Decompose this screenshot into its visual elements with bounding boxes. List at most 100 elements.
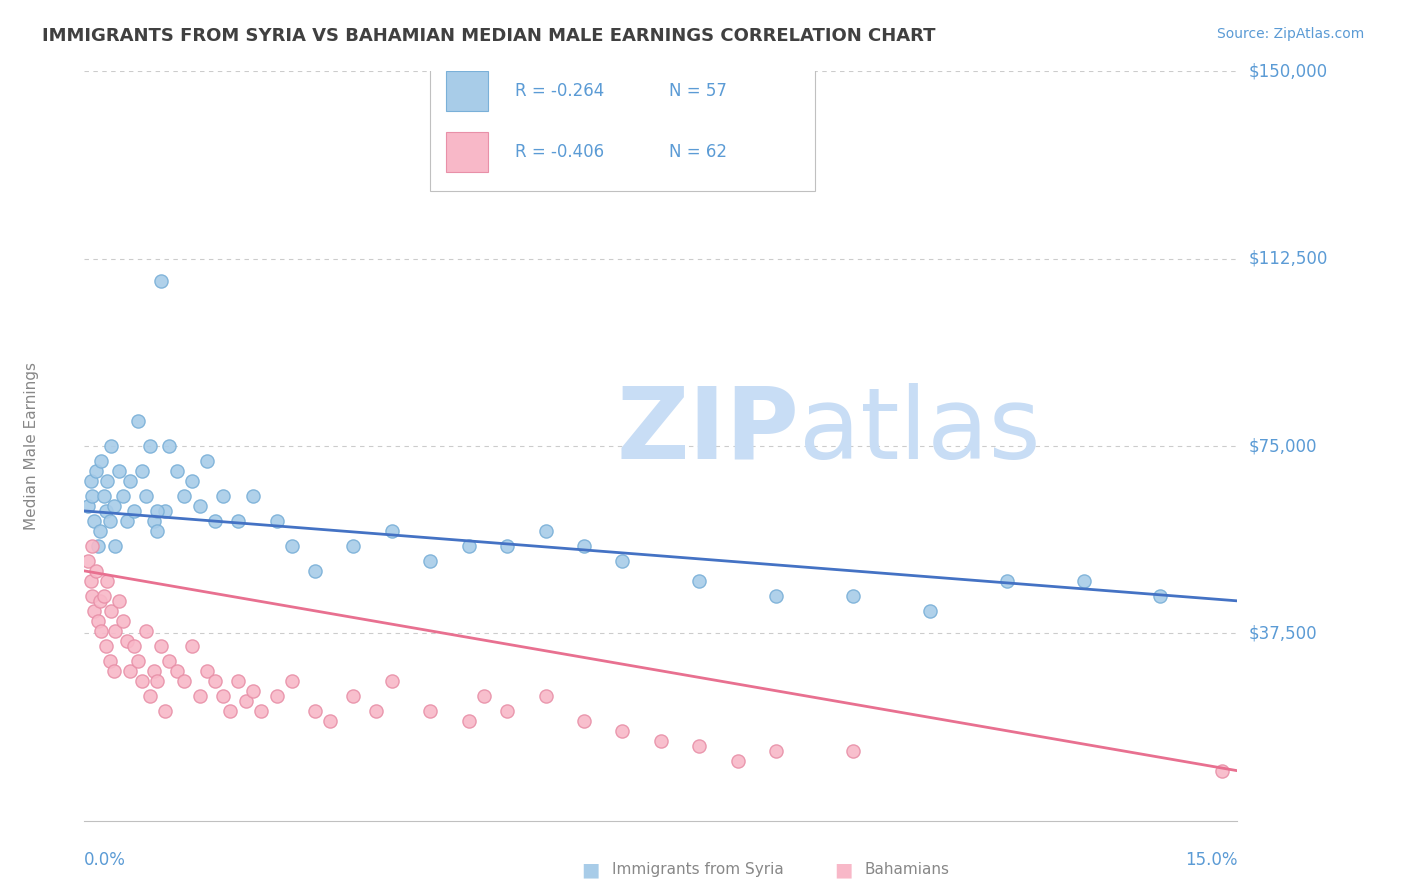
Point [89, 524, 111, 538]
Point [211, 489, 233, 503]
Text: ZIP: ZIP [616, 383, 799, 480]
Point [77, 499, 100, 513]
Point [83, 514, 105, 528]
Point [612, 723, 634, 738]
Bar [430, 52, 814, 191]
Point [90, 454, 112, 468]
Point [142, 514, 165, 528]
Point [94, 639, 117, 653]
Point [87, 539, 110, 553]
Point [204, 673, 226, 688]
Text: 15.0%: 15.0% [1185, 851, 1237, 869]
Text: R = -0.406: R = -0.406 [515, 143, 605, 161]
Point [457, 539, 479, 553]
Point [188, 689, 211, 703]
Point [150, 274, 173, 288]
Point [127, 654, 149, 668]
Point [765, 589, 787, 603]
Point [319, 714, 342, 728]
Point [131, 673, 153, 688]
Point [534, 524, 557, 538]
Point [94, 504, 117, 518]
Point [135, 489, 157, 503]
Point [131, 464, 153, 478]
Point [96, 574, 118, 588]
Point [89, 594, 111, 608]
Point [381, 524, 404, 538]
Point [181, 639, 204, 653]
Point [727, 754, 749, 768]
Point [80, 589, 103, 603]
Point [1073, 574, 1095, 588]
Point [266, 514, 288, 528]
Point [1211, 764, 1233, 778]
Point [572, 714, 595, 728]
Point [138, 439, 160, 453]
Point [457, 714, 479, 728]
Point [242, 683, 264, 698]
Point [181, 474, 204, 488]
Point [79, 574, 101, 588]
Point [108, 594, 131, 608]
Point [115, 633, 138, 648]
Point [650, 733, 672, 747]
Point [195, 664, 218, 678]
Point [188, 499, 211, 513]
Point [96, 474, 118, 488]
Point [115, 514, 138, 528]
Point [304, 704, 326, 718]
Point [219, 704, 242, 718]
Point [842, 744, 865, 758]
Text: Bahamians: Bahamians [865, 863, 949, 877]
Bar [446, 70, 488, 111]
Point [77, 554, 100, 568]
Text: $150,000: $150,000 [1249, 62, 1327, 80]
Point [1149, 589, 1171, 603]
Point [93, 589, 115, 603]
Point [157, 439, 180, 453]
Point [496, 704, 519, 718]
Point [135, 624, 157, 638]
Point [104, 624, 127, 638]
Point [842, 589, 865, 603]
Point [572, 539, 595, 553]
Point [381, 673, 404, 688]
Point [84, 464, 107, 478]
Point [150, 639, 173, 653]
Text: $112,500: $112,500 [1249, 250, 1327, 268]
Point [142, 664, 165, 678]
Point [100, 604, 122, 618]
Point [127, 414, 149, 428]
Point [84, 564, 107, 578]
Point [342, 539, 364, 553]
Point [100, 439, 122, 453]
Text: Immigrants from Syria: Immigrants from Syria [612, 863, 783, 877]
Point [157, 654, 180, 668]
Point [419, 704, 441, 718]
Point [120, 474, 142, 488]
Bar [446, 132, 488, 172]
Point [419, 554, 441, 568]
Point [80, 539, 103, 553]
Text: $37,500: $37,500 [1249, 624, 1317, 642]
Point [688, 739, 710, 753]
Point [104, 539, 127, 553]
Text: Source: ZipAtlas.com: Source: ZipAtlas.com [1216, 27, 1364, 41]
Point [108, 464, 131, 478]
Point [166, 664, 188, 678]
Point [366, 704, 388, 718]
Point [93, 489, 115, 503]
Text: Median Male Earnings: Median Male Earnings [24, 362, 39, 530]
Point [153, 504, 176, 518]
Point [80, 489, 103, 503]
Point [173, 673, 195, 688]
Text: 0.0%: 0.0% [84, 851, 127, 869]
Point [342, 689, 364, 703]
Point [87, 614, 110, 628]
Point [138, 689, 160, 703]
Point [250, 704, 273, 718]
Point [211, 689, 233, 703]
Point [496, 539, 519, 553]
Point [995, 574, 1018, 588]
Point [204, 514, 226, 528]
